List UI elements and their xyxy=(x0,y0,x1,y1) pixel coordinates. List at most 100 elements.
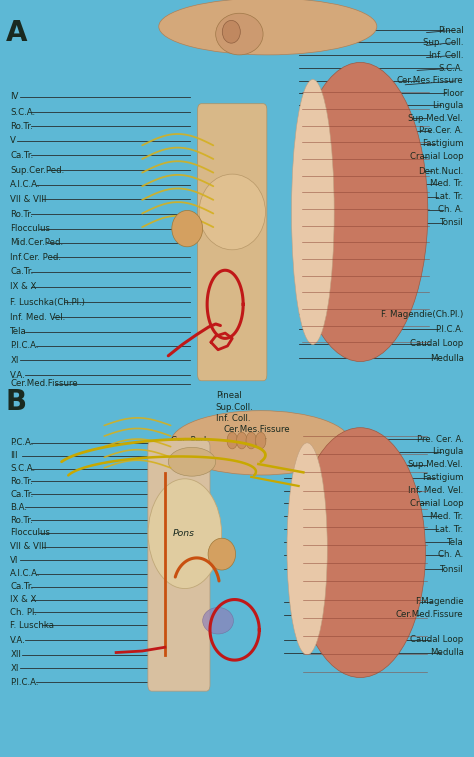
FancyBboxPatch shape xyxy=(198,104,267,381)
Text: P.I.C.A.: P.I.C.A. xyxy=(435,325,464,334)
Text: Fastigium: Fastigium xyxy=(422,473,464,482)
Text: Med. Tr.: Med. Tr. xyxy=(430,179,464,188)
Ellipse shape xyxy=(159,0,377,55)
Text: Caudal Loop: Caudal Loop xyxy=(410,635,464,644)
Text: Pre. Cer. A.: Pre. Cer. A. xyxy=(417,435,464,444)
FancyBboxPatch shape xyxy=(148,441,210,691)
Text: Flocculus: Flocculus xyxy=(10,528,50,537)
Text: Flocculus: Flocculus xyxy=(10,224,50,233)
Text: S.C.A.: S.C.A. xyxy=(438,64,464,73)
Text: Ca.Tr.: Ca.Tr. xyxy=(10,582,34,591)
Text: Ca.Tr.: Ca.Tr. xyxy=(10,151,34,160)
Text: V.A.: V.A. xyxy=(10,371,26,380)
Text: Inf.Cer. Ped.: Inf.Cer. Ped. xyxy=(10,253,62,262)
Text: III: III xyxy=(10,451,18,460)
Ellipse shape xyxy=(222,20,240,43)
Text: Fastigium: Fastigium xyxy=(422,139,464,148)
Text: VI: VI xyxy=(10,556,19,565)
Text: S.C.A.: S.C.A. xyxy=(10,107,36,117)
Text: IX & X: IX & X xyxy=(10,595,37,604)
Ellipse shape xyxy=(203,607,234,634)
Text: Sup.Med.Vel.: Sup.Med.Vel. xyxy=(408,114,464,123)
Text: Tela: Tela xyxy=(447,537,464,547)
Ellipse shape xyxy=(148,479,222,589)
Text: F. Luschka: F. Luschka xyxy=(10,621,55,630)
Ellipse shape xyxy=(292,79,334,344)
Text: Pineal: Pineal xyxy=(438,26,464,35)
Text: A.I.C.A.: A.I.C.A. xyxy=(10,180,41,189)
Text: Tonsil: Tonsil xyxy=(440,218,464,227)
Text: Ro.Tr.: Ro.Tr. xyxy=(10,477,33,486)
Text: Cranial Loop: Cranial Loop xyxy=(410,152,464,161)
Text: XI: XI xyxy=(10,356,19,365)
Text: Floor: Floor xyxy=(442,89,464,98)
Text: V: V xyxy=(10,136,16,145)
Text: Cer.Med.Fissure: Cer.Med.Fissure xyxy=(10,379,78,388)
Text: V.A.: V.A. xyxy=(10,636,26,645)
Text: IX & X: IX & X xyxy=(10,282,37,291)
Ellipse shape xyxy=(168,447,216,476)
Text: A.I.C.A.: A.I.C.A. xyxy=(10,569,41,578)
Text: Med. Tr.: Med. Tr. xyxy=(430,512,464,521)
Text: Inf. Coll.: Inf. Coll. xyxy=(429,51,464,60)
Text: Pineal: Pineal xyxy=(216,391,241,400)
Ellipse shape xyxy=(172,210,203,247)
Text: IV: IV xyxy=(10,92,19,101)
Ellipse shape xyxy=(246,432,256,449)
Text: Ch. A.: Ch. A. xyxy=(438,205,464,214)
Ellipse shape xyxy=(255,432,266,449)
Text: Inf. Med. Vel.: Inf. Med. Vel. xyxy=(10,313,66,322)
Text: Medulla: Medulla xyxy=(430,354,464,363)
Text: Ro.Tr.: Ro.Tr. xyxy=(10,516,33,525)
Text: Lingula: Lingula xyxy=(432,447,464,456)
Text: P.I.C.A.: P.I.C.A. xyxy=(10,341,39,350)
Ellipse shape xyxy=(208,538,236,570)
Text: Ch. A.: Ch. A. xyxy=(438,550,464,559)
Text: Lat. Tr.: Lat. Tr. xyxy=(436,192,464,201)
Text: XI: XI xyxy=(10,664,19,673)
Text: S.C.A.: S.C.A. xyxy=(10,464,36,473)
Text: Sup.Coll.: Sup.Coll. xyxy=(216,403,254,412)
Text: Inf. Coll.: Inf. Coll. xyxy=(216,414,250,423)
Text: A: A xyxy=(6,19,27,47)
Ellipse shape xyxy=(295,428,426,678)
Text: P.I.C.A.: P.I.C.A. xyxy=(10,678,39,687)
Text: Sup. Coll.: Sup. Coll. xyxy=(423,38,464,47)
Text: Tonsil: Tonsil xyxy=(440,565,464,574)
Ellipse shape xyxy=(293,63,428,362)
Text: Pons: Pons xyxy=(164,522,184,531)
Text: VII & VIII: VII & VIII xyxy=(10,195,47,204)
Text: IV: IV xyxy=(258,438,267,447)
Text: VII & VIII: VII & VIII xyxy=(10,542,47,551)
Text: Ch. Pl.: Ch. Pl. xyxy=(10,608,37,617)
Text: Dent.Nucl.: Dent.Nucl. xyxy=(419,167,464,176)
Ellipse shape xyxy=(216,14,263,55)
Text: Medulla: Medulla xyxy=(430,648,464,657)
Ellipse shape xyxy=(227,432,237,449)
Text: Ro.Tr.: Ro.Tr. xyxy=(10,122,33,131)
Text: F. Luschka(Ch.Pl.): F. Luschka(Ch.Pl.) xyxy=(10,298,85,307)
Ellipse shape xyxy=(287,443,327,655)
Text: Mid.Cer.Ped.: Mid.Cer.Ped. xyxy=(10,238,64,248)
Text: Lingula: Lingula xyxy=(432,101,464,110)
Text: Cer.Mes.Fissure: Cer.Mes.Fissure xyxy=(397,76,464,86)
Text: Cer. Ped.: Cer. Ped. xyxy=(171,436,209,445)
Text: B: B xyxy=(6,388,27,416)
Text: Cer.Mes.Fissure: Cer.Mes.Fissure xyxy=(224,425,291,435)
Text: V: V xyxy=(208,505,214,514)
Text: Sup.Cer.Ped.: Sup.Cer.Ped. xyxy=(10,166,64,175)
Text: Pons: Pons xyxy=(173,529,195,538)
Text: F. Magendie(Ch.Pl.): F. Magendie(Ch.Pl.) xyxy=(381,310,464,319)
Text: Inf. Med. Vel.: Inf. Med. Vel. xyxy=(408,486,464,495)
Text: XII: XII xyxy=(10,650,21,659)
Text: Sup.Med.Vel.: Sup.Med.Vel. xyxy=(408,460,464,469)
Text: Ca.Tr.: Ca.Tr. xyxy=(10,267,34,276)
Text: Cranial Loop: Cranial Loop xyxy=(410,499,464,508)
Ellipse shape xyxy=(171,410,351,475)
Text: Lat. Tr.: Lat. Tr. xyxy=(436,525,464,534)
Ellipse shape xyxy=(199,174,265,250)
Text: Tela: Tela xyxy=(10,327,27,336)
Text: B.A.: B.A. xyxy=(10,503,27,512)
Text: Ro.Tr.: Ro.Tr. xyxy=(10,210,33,219)
Text: P.C.A.: P.C.A. xyxy=(10,438,34,447)
